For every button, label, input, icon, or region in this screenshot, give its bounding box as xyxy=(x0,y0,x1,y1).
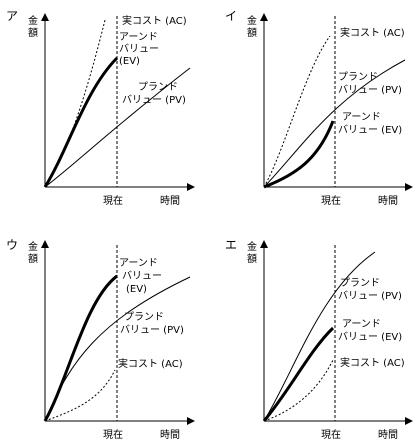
now-label: 現在 xyxy=(103,429,123,441)
ac-label: 実コスト (AC) xyxy=(340,356,405,369)
time-label: 時間 xyxy=(378,429,398,441)
pv-label: プランド xyxy=(338,71,378,83)
pv-label: プランド xyxy=(124,311,164,323)
y-axis-label: 金 xyxy=(247,240,257,253)
ev-label: バリュー (EV) xyxy=(338,124,402,136)
ev-label: バリュー (EV) xyxy=(338,331,402,343)
pv-label: バリュー (PV) xyxy=(122,94,186,106)
ac-label: 実コスト (AC) xyxy=(340,26,405,39)
ev-label: バリュー xyxy=(122,270,162,282)
ev-label: (EV) xyxy=(126,284,147,295)
pv-label: バリュー (PV) xyxy=(338,84,402,96)
pv-curve xyxy=(44,67,191,188)
y-axis-label: 金 xyxy=(28,240,38,253)
time-label: 時間 xyxy=(378,195,398,207)
y-axis-label: 額 xyxy=(28,252,38,265)
ev-curve xyxy=(263,120,335,189)
ac-curve xyxy=(263,359,334,422)
pv-label: バリュー (PV) xyxy=(120,324,184,336)
panel-i: イ 金 額 現在 時間 実コスト (AC) プランド バリュー (PV) アーン… xyxy=(225,9,413,207)
ev-label: アーンド xyxy=(342,112,381,123)
panel-letter: エ xyxy=(225,238,237,252)
pv-curve xyxy=(263,251,376,422)
pv-label: バリュー (PV) xyxy=(338,290,402,302)
ev-curve xyxy=(43,56,119,188)
ev-label: バリュー xyxy=(119,43,159,55)
pv-label: プランド xyxy=(138,81,178,93)
y-axis-label: 金 xyxy=(247,14,257,27)
ac-curve xyxy=(263,35,331,188)
panel-u: ウ 金 額 現在 時間 アーンド バリュー (EV) プランド バリュー (PV… xyxy=(6,238,195,441)
y-axis-label: 額 xyxy=(247,26,257,39)
ev-curve xyxy=(43,274,118,422)
time-label: 時間 xyxy=(160,429,180,441)
now-label: 現在 xyxy=(321,429,341,441)
ac-label: 実コスト (AC) xyxy=(118,357,183,370)
pv-curve xyxy=(263,59,406,188)
ac-label: 実コスト (AC) xyxy=(122,14,187,27)
pv-label: プランド xyxy=(340,277,380,289)
ev-label: アーンド xyxy=(119,258,158,269)
now-label: 現在 xyxy=(321,195,341,207)
ev-label: アーンド xyxy=(342,319,381,330)
panel-a: ア 金 額 現在 時間 実コスト (AC) アーンド バリュー (EV) プラン… xyxy=(6,9,195,207)
y-axis-label: 額 xyxy=(247,252,257,265)
ac-curve xyxy=(44,369,116,422)
ev-curve xyxy=(262,326,335,422)
now-label: 現在 xyxy=(103,195,123,207)
ev-label: (EV) xyxy=(119,56,140,67)
ev-label: アーンド xyxy=(119,32,158,43)
y-axis-label: 金 xyxy=(28,14,38,27)
panel-letter: ウ xyxy=(6,238,18,252)
panel-letter: ア xyxy=(6,9,18,23)
panel-e: エ 金 額 現在 時間 プランド バリュー (PV) アーンド バリュー (EV… xyxy=(225,238,413,441)
y-axis-label: 額 xyxy=(28,26,38,39)
time-label: 時間 xyxy=(160,195,180,207)
pv-curve xyxy=(44,276,191,422)
panel-letter: イ xyxy=(225,9,237,23)
